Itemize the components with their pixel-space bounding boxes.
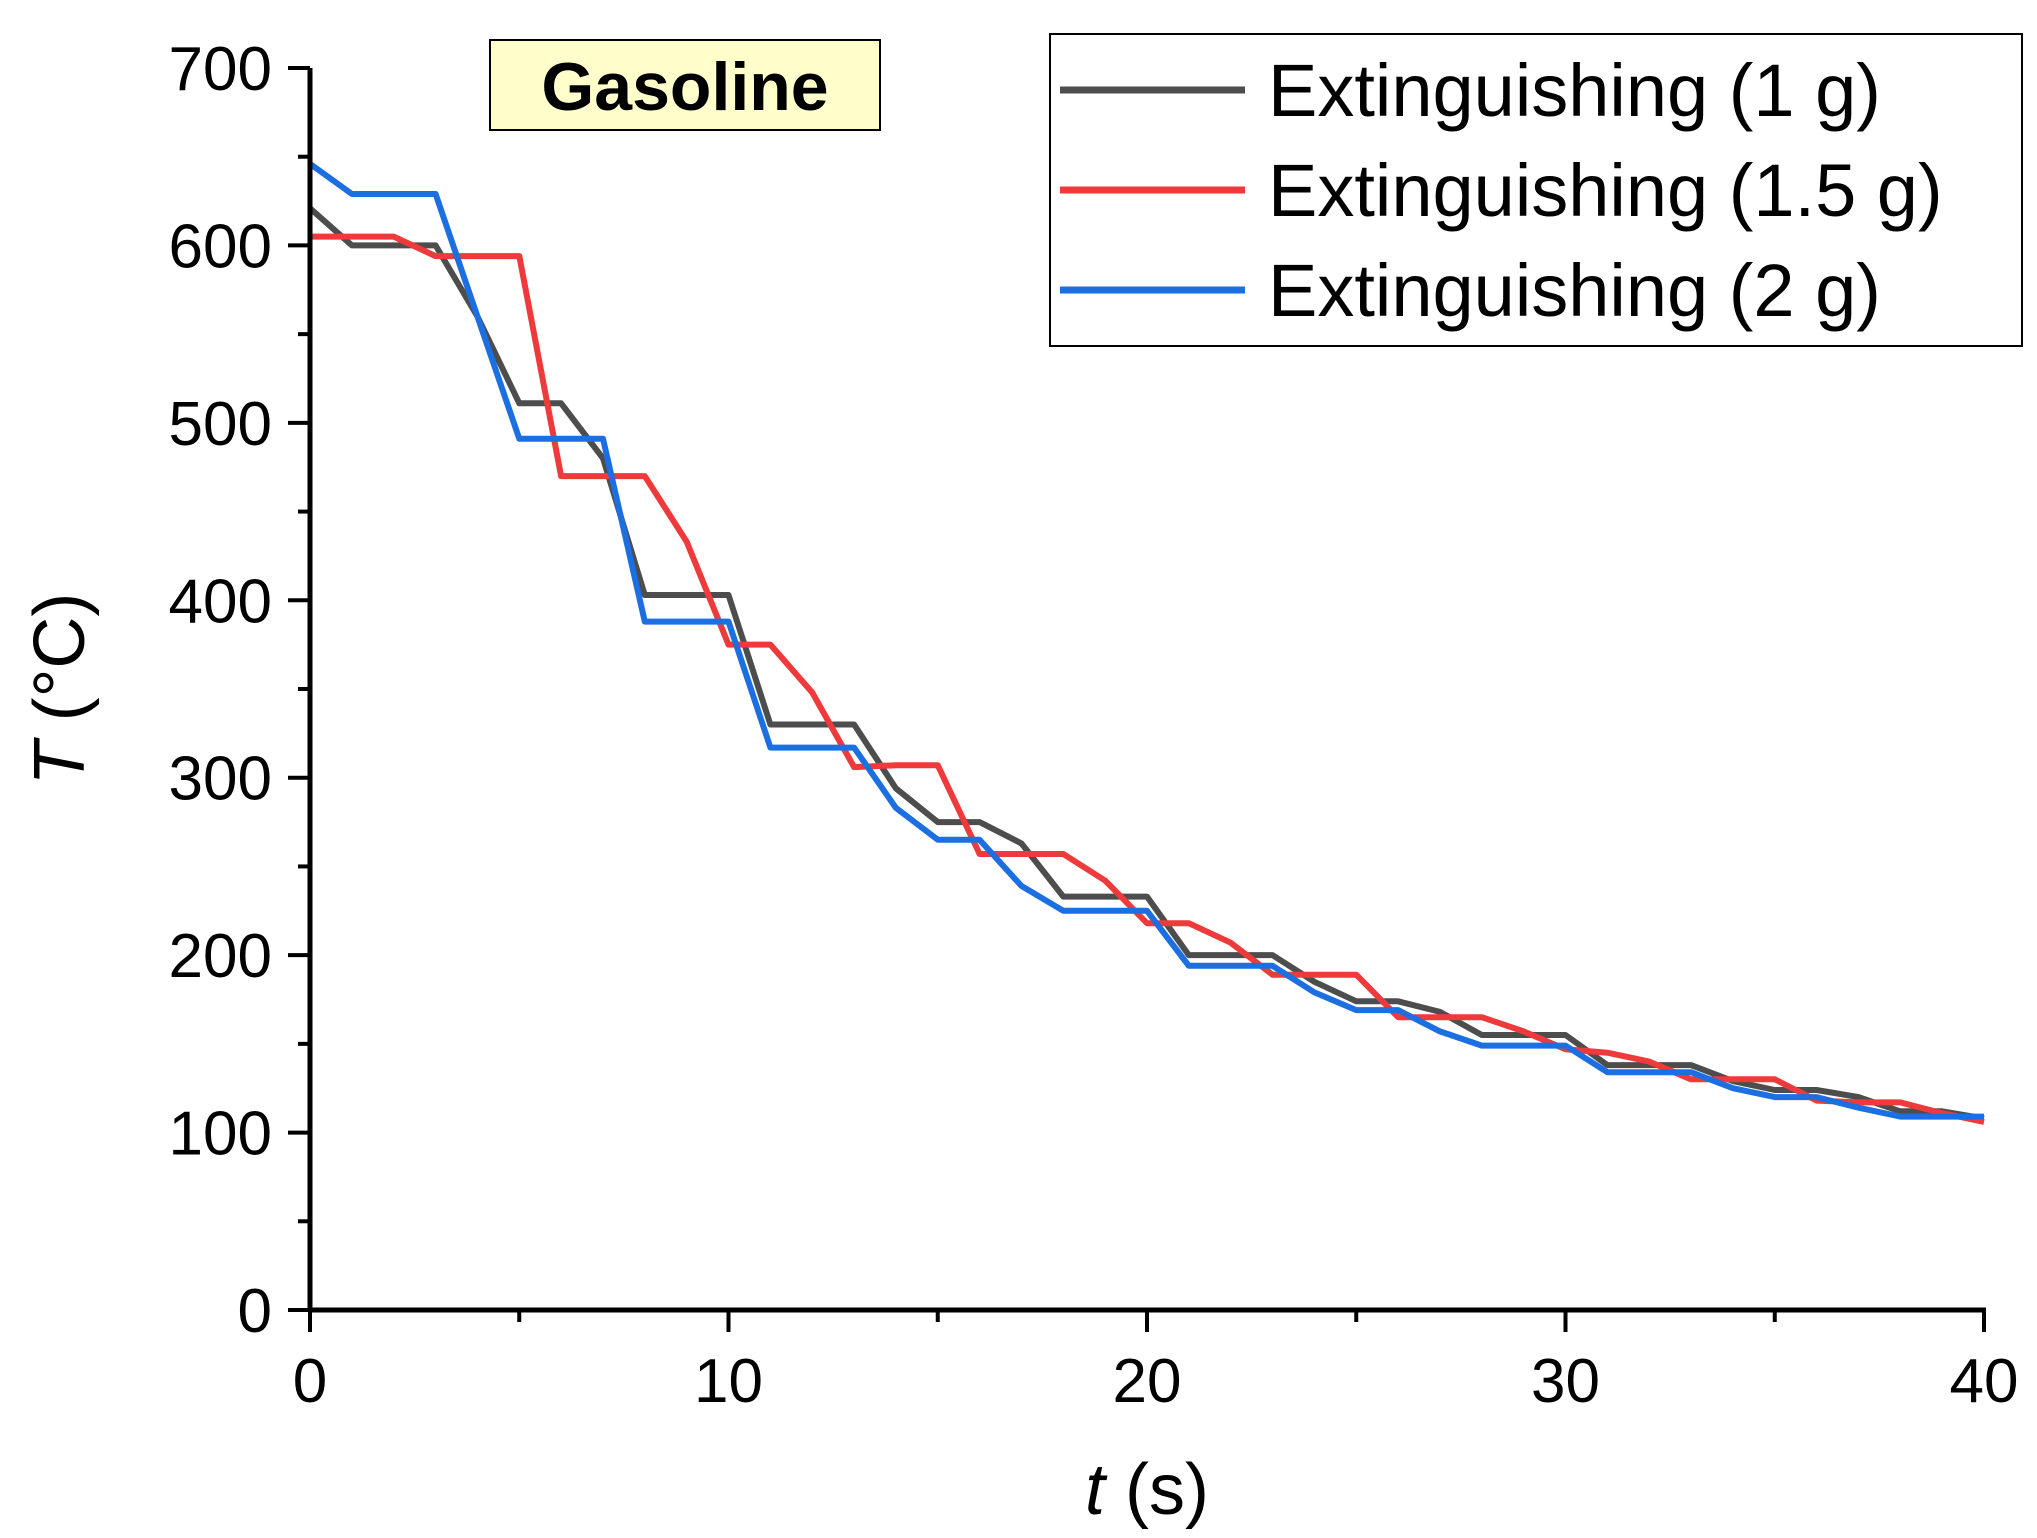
y-axis-var: T <box>20 736 100 785</box>
x-axis-unit: (s) <box>1105 1450 1209 1530</box>
x-axis-title: t (s) <box>1085 1450 1209 1530</box>
annotation-label: Gasoline <box>541 49 828 125</box>
y-axis-unit: (°C) <box>20 593 100 742</box>
y-tick-label: 200 <box>169 922 272 991</box>
x-ticks: 0 10 20 30 40 <box>293 1310 2019 1416</box>
x-tick-label: 10 <box>694 1347 763 1416</box>
legend-label-1: Extinguishing (1 g) <box>1268 49 1881 132</box>
y-tick-label: 100 <box>169 1100 272 1169</box>
x-tick-label: 0 <box>293 1347 327 1416</box>
y-axis-title: T (°C) <box>20 593 100 786</box>
y-tick-label: 0 <box>238 1277 272 1346</box>
legend-label-3: Extinguishing (2 g) <box>1268 249 1881 332</box>
legend-entries: Extinguishing (1 g) Extinguishing (1.5 g)… <box>1060 49 1943 332</box>
y-tick-label: 600 <box>169 212 272 281</box>
x-axis-var: t <box>1085 1450 1108 1530</box>
y-tick-label: 300 <box>169 745 272 814</box>
annotation-box: Gasoline <box>489 39 881 131</box>
legend-label-2: Extinguishing (1.5 g) <box>1268 149 1943 232</box>
plot-lines <box>308 161 1985 1125</box>
y-tick-label: 500 <box>169 390 272 459</box>
annotation-background <box>489 39 881 131</box>
legend: Extinguishing (1 g) Extinguishing (1.5 g)… <box>1049 33 2023 347</box>
series-line-2 <box>310 233 1985 1125</box>
x-tick-label: 40 <box>1950 1347 2019 1416</box>
y-tick-label: 400 <box>169 567 272 636</box>
y-tick-label: 700 <box>169 35 272 104</box>
x-tick-label: 30 <box>1531 1347 1600 1416</box>
y-ticks: 0 100 200 300 400 500 600 700 <box>169 35 310 1346</box>
x-tick-label: 20 <box>1113 1347 1182 1416</box>
series-line-3 <box>308 161 1984 1120</box>
